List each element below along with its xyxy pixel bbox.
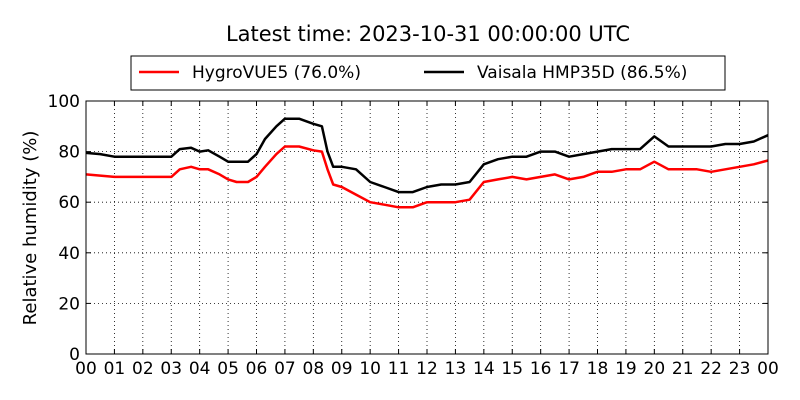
y-tick-label: 0	[69, 345, 80, 365]
x-tick-label: 16	[530, 359, 552, 379]
y-tick-label: 20	[58, 294, 80, 314]
y-tick-label: 60	[58, 193, 80, 213]
y-axis-label: Relative humidity (%)	[20, 131, 41, 326]
x-tick-label: 23	[729, 359, 751, 379]
x-tick-label: 11	[388, 359, 410, 379]
y-tick-label: 40	[58, 244, 80, 264]
series-line-vaisala	[85, 117, 769, 194]
x-tick-label: 07	[274, 359, 296, 379]
y-axis-tick-labels: 0 20 40 60 80 100	[48, 92, 80, 365]
y-tick-label: 80	[58, 143, 80, 163]
plot-frame	[85, 100, 769, 355]
y-tick-label: 100	[48, 92, 80, 112]
x-tick-label: 12	[416, 359, 438, 379]
x-tick-label: 18	[587, 359, 609, 379]
x-tick-label: 09	[331, 359, 353, 379]
x-tick-label: 02	[132, 359, 154, 379]
x-tick-label: 04	[189, 359, 211, 379]
x-tick-label: 22	[700, 359, 722, 379]
x-tick-label: 13	[445, 359, 467, 379]
legend-label-vaisala: Vaisala HMP35D (86.5%)	[477, 63, 687, 83]
x-tick-label: 15	[501, 359, 523, 379]
x-tick-label: 17	[558, 359, 580, 379]
x-tick-label: 14	[473, 359, 495, 379]
legend-label-hygrovue: HygroVUE5 (76.0%)	[192, 63, 361, 83]
x-tick-label: 08	[303, 359, 325, 379]
chart-title: Latest time: 2023-10-31 00:00:00 UTC	[226, 22, 630, 46]
x-tick-label: 00	[75, 359, 97, 379]
grid	[86, 101, 768, 354]
x-tick-label: 01	[104, 359, 126, 379]
series-line-hygrovue	[85, 145, 769, 209]
x-tick-label: 19	[615, 359, 637, 379]
x-tick-label: 03	[160, 359, 182, 379]
x-tick-label: 05	[217, 359, 239, 379]
x-tick-label: 00	[757, 359, 779, 379]
x-tick-label: 10	[359, 359, 381, 379]
axis-ticks	[85, 100, 769, 355]
x-tick-label: 06	[246, 359, 268, 379]
x-tick-label: 21	[672, 359, 694, 379]
x-axis-tick-labels: 00 01 02 03 04 05 06 07 08 09 10 11 12 13 14 15 16 17 18 19…	[75, 359, 779, 379]
x-tick-label: 20	[644, 359, 666, 379]
series-layer	[85, 117, 769, 209]
legend: HygroVUE5 (76.0%) Vaisala HMP35D (86.5%)	[130, 55, 726, 91]
